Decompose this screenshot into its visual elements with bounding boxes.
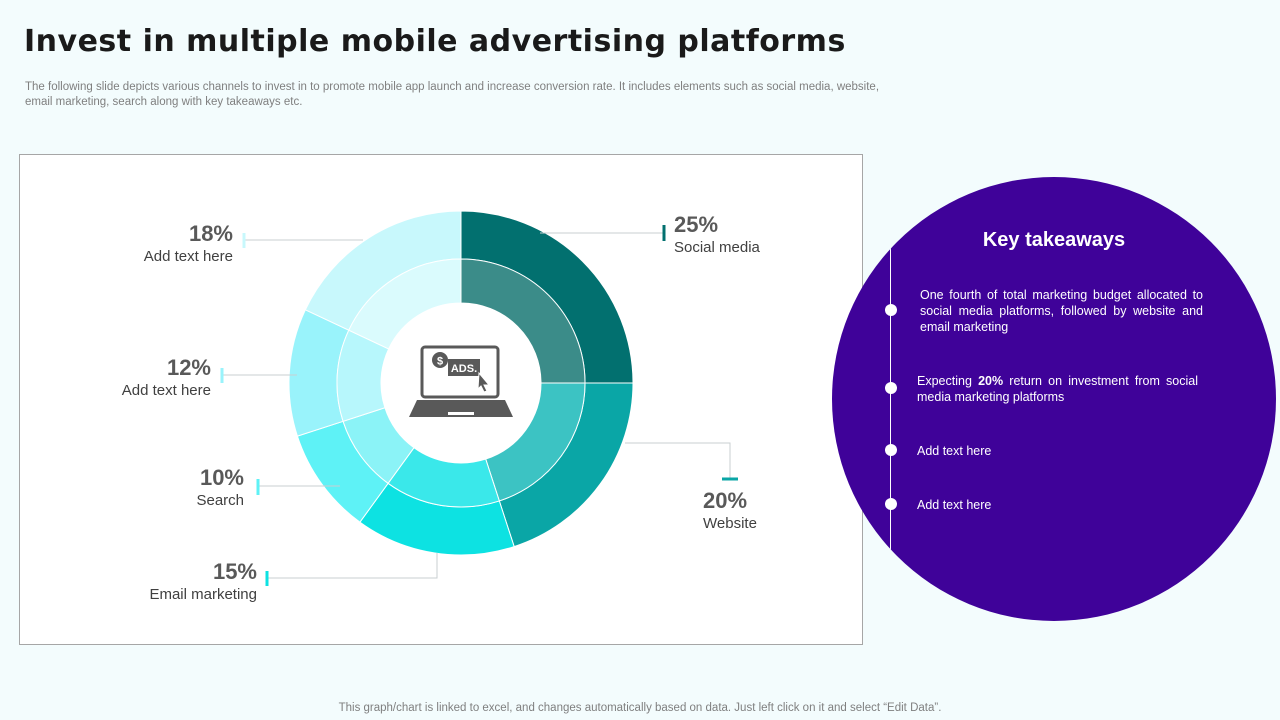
label-website-value: 20% [703, 488, 748, 513]
leader-line-website [625, 442, 731, 479]
takeaway-item-1: One fourth of total marketing budget all… [920, 288, 1203, 334]
label-social-media-name: Social media [674, 239, 760, 256]
label-segment6-value: 18% [188, 221, 233, 246]
label-website-name: Website [703, 515, 757, 532]
chart-panel[interactable]: $ ADS. 25% Social media 20% Website 15% … [19, 154, 863, 645]
label-segment5-name: Add text here [121, 382, 211, 399]
key-takeaways-panel: Key takeaways One fourth of total market… [832, 177, 1276, 621]
label-social-media-value: 25% [674, 212, 719, 237]
label-search-name: Search [196, 492, 244, 509]
page-title: Invest in multiple mobile advertising pl… [24, 24, 846, 59]
page-subtitle: The following slide depicts various chan… [25, 81, 880, 108]
label-email-name: Email marketing [149, 586, 257, 603]
takeaway-item-2: Expecting 20% return on investment from … [917, 374, 1199, 404]
ads-icon-text: ADS. [451, 363, 477, 375]
donut-chart[interactable]: $ ADS. [20, 155, 862, 644]
svg-text:$: $ [437, 356, 443, 368]
label-search-value: 10% [199, 465, 244, 490]
donut-slices [288, 210, 634, 556]
leader-line-email-marketing [267, 553, 438, 579]
takeaway-bullet-dot [885, 382, 897, 394]
laptop-ads-icon: $ ADS. [409, 345, 513, 417]
leader-lines [220, 225, 738, 586]
takeaway-item-3: Add text here [917, 444, 992, 458]
takeaways-timeline-line [890, 247, 891, 552]
label-email-value: 15% [212, 559, 257, 584]
takeaway-bullet-dot [885, 498, 897, 510]
label-segment6-name: Add text here [143, 248, 233, 265]
takeaway-bullet-dot [885, 304, 897, 316]
key-takeaways-title: Key takeaways [982, 229, 1126, 251]
chart-footnote: This graph/chart is linked to excel, and… [338, 702, 942, 714]
label-segment5-value: 12% [166, 355, 211, 380]
takeaway-bullet-dot [885, 444, 897, 456]
takeaway-item-4: Add text here [917, 498, 992, 512]
